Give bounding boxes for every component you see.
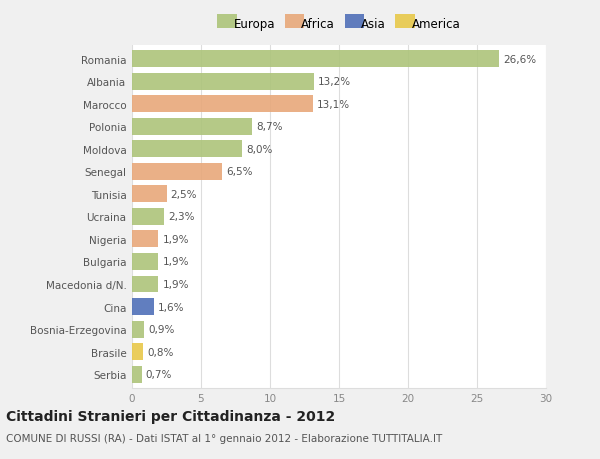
Text: 2,5%: 2,5% [170, 190, 197, 199]
Text: 1,9%: 1,9% [163, 257, 189, 267]
Bar [132, 73, 314, 90]
Text: 1,9%: 1,9% [163, 280, 189, 289]
Bar [132, 231, 158, 248]
Bar [132, 118, 252, 135]
Text: 0,7%: 0,7% [146, 369, 172, 379]
Text: 2,3%: 2,3% [168, 212, 194, 222]
Bar [132, 253, 158, 270]
Legend: Europa, Africa, Asia, America: Europa, Africa, Asia, America [217, 17, 461, 31]
Bar [132, 276, 158, 293]
Text: 8,0%: 8,0% [247, 145, 273, 154]
Bar [132, 366, 142, 383]
Bar [132, 96, 313, 113]
Bar [132, 51, 499, 68]
Text: 26,6%: 26,6% [503, 55, 536, 64]
Text: 13,2%: 13,2% [318, 77, 352, 87]
Bar [132, 321, 145, 338]
Text: 1,6%: 1,6% [158, 302, 185, 312]
Text: 1,9%: 1,9% [163, 235, 189, 244]
Text: 0,8%: 0,8% [147, 347, 173, 357]
Bar [132, 208, 164, 225]
Text: 6,5%: 6,5% [226, 167, 253, 177]
Text: 0,9%: 0,9% [149, 325, 175, 334]
Bar [132, 163, 222, 180]
Text: Cittadini Stranieri per Cittadinanza - 2012: Cittadini Stranieri per Cittadinanza - 2… [6, 409, 335, 423]
Bar [132, 186, 167, 203]
Text: COMUNE DI RUSSI (RA) - Dati ISTAT al 1° gennaio 2012 - Elaborazione TUTTITALIA.I: COMUNE DI RUSSI (RA) - Dati ISTAT al 1° … [6, 433, 442, 442]
Text: 8,7%: 8,7% [256, 122, 283, 132]
Text: 13,1%: 13,1% [317, 100, 350, 109]
Bar [132, 141, 242, 158]
Bar [132, 343, 143, 360]
Bar [132, 298, 154, 315]
